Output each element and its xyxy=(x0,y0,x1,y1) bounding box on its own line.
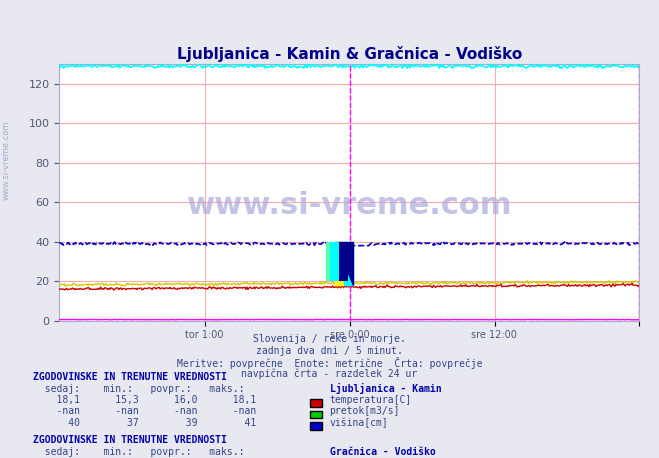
Text: višina[cm]: višina[cm] xyxy=(330,418,388,428)
Text: Ljubljanica - Kamin: Ljubljanica - Kamin xyxy=(330,382,441,393)
Bar xyxy=(330,242,339,281)
Text: temperatura[C]: temperatura[C] xyxy=(330,395,412,405)
Polygon shape xyxy=(335,242,353,285)
Bar xyxy=(330,242,339,281)
Text: pretok[m3/s]: pretok[m3/s] xyxy=(330,407,400,416)
Text: Slovenija / reke in morje.: Slovenija / reke in morje. xyxy=(253,334,406,344)
Text: zadnja dva dni / 5 minut.: zadnja dva dni / 5 minut. xyxy=(256,346,403,356)
Text: sedaj:    min.:   povpr.:   maks.:: sedaj: min.: povpr.: maks.: xyxy=(33,447,244,457)
Bar xyxy=(344,242,353,285)
Text: ZGODOVINSKE IN TRENUTNE VREDNOSTI: ZGODOVINSKE IN TRENUTNE VREDNOSTI xyxy=(33,435,227,445)
Title: Ljubljanica - Kamin & Gračnica - Vodiško: Ljubljanica - Kamin & Gračnica - Vodiško xyxy=(177,45,522,61)
Text: 40        37        39        41: 40 37 39 41 xyxy=(33,418,256,428)
Text: www.si-vreme.com: www.si-vreme.com xyxy=(2,120,11,200)
Bar xyxy=(339,242,348,281)
Bar xyxy=(326,242,344,281)
Text: sedaj:    min.:   povpr.:   maks.:: sedaj: min.: povpr.: maks.: xyxy=(33,384,244,393)
Text: Gračnica - Vodiško: Gračnica - Vodiško xyxy=(330,447,435,457)
Bar xyxy=(326,242,344,281)
Text: Meritve: povprečne  Enote: metrične  Črta: povprečje: Meritve: povprečne Enote: metrične Črta:… xyxy=(177,357,482,369)
Text: -nan      -nan      -nan      -nan: -nan -nan -nan -nan xyxy=(33,407,256,416)
Text: 18,1      15,3      16,0      18,1: 18,1 15,3 16,0 18,1 xyxy=(33,395,256,405)
Bar xyxy=(335,242,344,285)
Text: navpična črta - razdelek 24 ur: navpična črta - razdelek 24 ur xyxy=(241,369,418,379)
Text: ZGODOVINSKE IN TRENUTNE VREDNOSTI: ZGODOVINSKE IN TRENUTNE VREDNOSTI xyxy=(33,372,227,382)
Text: www.si-vreme.com: www.si-vreme.com xyxy=(186,191,512,220)
